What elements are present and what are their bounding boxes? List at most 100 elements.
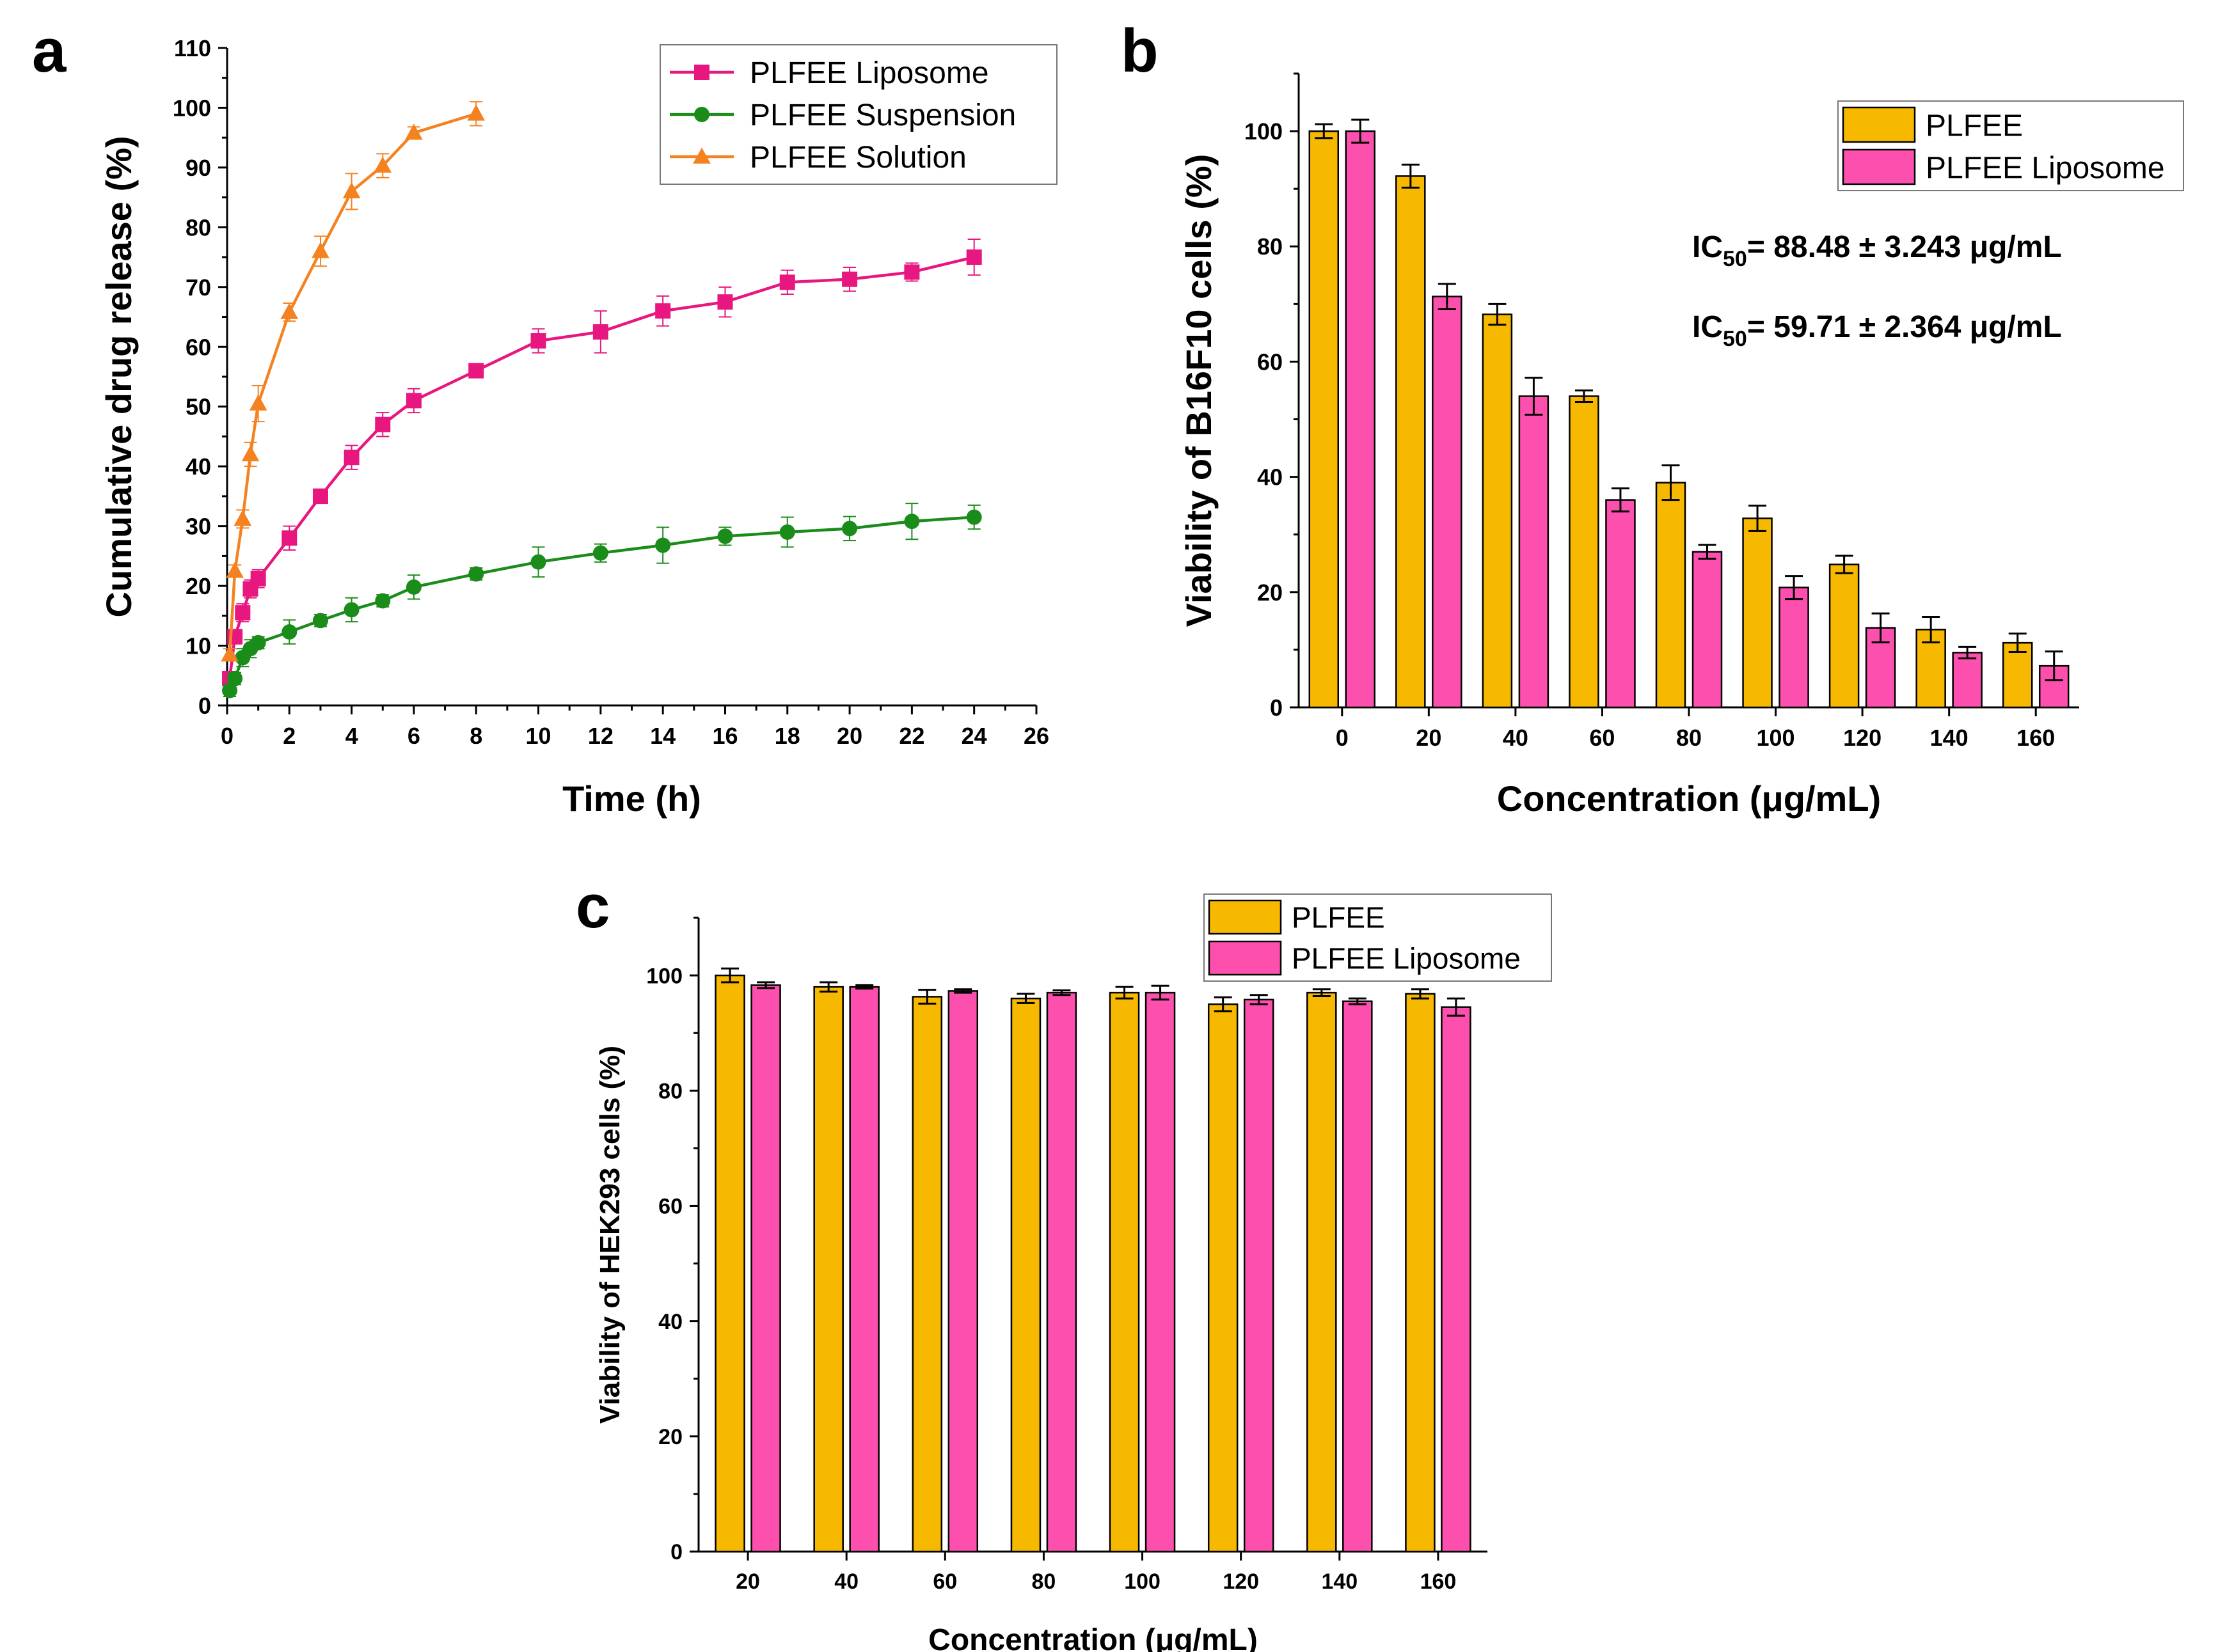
panel-a-data-point-plfee-liposome <box>779 274 795 290</box>
panel-a-x-tick-label: 2 <box>283 723 296 749</box>
panel-a-data-point-plfee-suspension <box>375 593 391 609</box>
panel-a-series-plfee-solution <box>221 101 486 662</box>
panel-b-x-tick-label: 0 <box>1336 725 1349 751</box>
panel-b-bar-plfee <box>1395 175 1426 709</box>
panel-c-bar-plfee <box>912 996 943 1553</box>
panel-a-legend-label-plfee-solution: PLFEE Solution <box>750 141 967 175</box>
panel-a-x-tick-label: 4 <box>345 723 358 749</box>
panel-c-x-tick-label: 100 <box>1124 1569 1160 1594</box>
panel-a-data-point-plfee-liposome <box>344 450 360 466</box>
panel-c-x-tick-label: 40 <box>834 1569 859 1594</box>
panel-b-legend-items: PLFEE PLFEE Liposome <box>1842 106 2165 185</box>
panel-c-bar-plfee <box>1010 997 1042 1553</box>
panel-a-data-point-plfee-liposome <box>592 324 608 340</box>
panel-b-legend: PLFEE PLFEE Liposome <box>1837 100 2184 191</box>
panel-c-y-tick-label: 60 <box>658 1195 683 1219</box>
panel-b-y-tick-label: 40 <box>1257 464 1283 491</box>
panel-c-bar-plfee-liposome <box>947 990 979 1553</box>
panel-a-legend-label-plfee-suspension: PLFEE Suspension <box>750 98 1016 132</box>
panel-a-legend-items: PLFEE Liposome PLFEE Suspension PLFEE Solu… <box>670 56 1016 175</box>
panel-a-x-tick-label: 14 <box>650 723 676 749</box>
panel-c: c 0 20 40 60 80 100 20 40 60 80 100 120 140 160 Conce… <box>576 872 1552 1652</box>
panel-b-x-tick-label: 140 <box>1930 725 1968 751</box>
panel-b-legend-label-plfee: PLFEE <box>1926 109 2023 143</box>
panel-b-axes: 0 20 40 60 80 100 0 20 40 60 80 100 120 140 160 <box>1244 72 2079 751</box>
panel-b-bar-plfee <box>1742 517 1773 709</box>
panel-c-y-tick-label: 40 <box>658 1310 683 1334</box>
panel-a-legend: PLFEE Liposome PLFEE Suspension PLFEE Solu… <box>660 44 1058 185</box>
panel-a-data-point-plfee-suspension <box>344 602 360 618</box>
panel-b-y-tick-label: 20 <box>1257 579 1283 606</box>
panel-a-data-point-plfee-liposome <box>904 264 920 280</box>
panel-a-y-tick-label: 30 <box>186 514 211 540</box>
panel-a-legend-marker-plfee-liposome <box>694 65 709 80</box>
ic50-plfee-annotation: IC50= 88.48 ± 3.243 μg/mL <box>1692 230 2062 271</box>
panel-a-plot-area <box>221 101 982 698</box>
panel-a-data-point-plfee-solution <box>280 303 299 319</box>
panel-a-data-point-plfee-suspension <box>312 613 328 629</box>
panel-a-data-point-plfee-suspension <box>966 509 982 525</box>
panel-c-y-tick-label: 20 <box>658 1425 683 1449</box>
panel-c-x-tick-label: 80 <box>1032 1569 1056 1594</box>
panel-a-series-plfee-suspension <box>222 503 982 698</box>
panel-b-x-tick-label: 80 <box>1676 725 1702 751</box>
ic50-liposome-subscript: 50 <box>1723 327 1747 351</box>
panel-b-x-tick-label: 60 <box>1589 725 1615 751</box>
panel-a-x-tick-label: 24 <box>962 723 987 749</box>
panel-a-data-point-plfee-liposome <box>717 294 733 310</box>
panel-a-data-point-plfee-suspension <box>842 521 858 537</box>
panel-c-label: c <box>576 872 610 941</box>
panel-a-y-tick-label: 20 <box>186 573 211 599</box>
panel-a-y-tick-label: 70 <box>186 274 211 301</box>
panel-a-data-point-plfee-solution <box>249 394 267 411</box>
panel-c-y-axis-label: Viability of HEK293 cells (%) <box>594 1046 626 1424</box>
panel-a-data-point-plfee-solution <box>234 510 252 526</box>
ic50-plfee-prefix: IC <box>1692 230 1723 264</box>
panel-c-bar-plfee <box>1109 991 1140 1553</box>
panel-a-x-tick-label: 12 <box>588 723 614 749</box>
panel-a-x-axis-label: Time (h) <box>562 778 701 819</box>
panel-b-y-tick-label: 60 <box>1257 349 1283 375</box>
panel-a-data-point-plfee-suspension <box>468 566 484 582</box>
panel-b-bar-plfee <box>1828 563 1860 709</box>
panel-a-data-point-plfee-liposome <box>530 333 546 349</box>
panel-c-legend-label-plfee: PLFEE <box>1292 901 1385 934</box>
panel-a-data-point-plfee-solution <box>221 645 239 662</box>
panel-b-x-tick-label: 100 <box>1757 725 1795 751</box>
panel-c-legend-swatch-plfee-liposome <box>1208 940 1282 976</box>
panel-a-series-plfee-liposome <box>222 239 982 686</box>
panel-c-bar-plfee-liposome <box>1145 991 1176 1553</box>
panel-b-bar-plfee-liposome <box>1518 395 1549 709</box>
panel-a-data-point-plfee-suspension <box>655 537 671 553</box>
panel-a-y-axis-label: Cumulative drug release (%) <box>99 136 139 617</box>
panel-a-data-point-plfee-solution <box>405 123 423 140</box>
panel-a-data-point-plfee-solution <box>467 104 486 121</box>
panel-a-data-point-plfee-suspension <box>227 670 243 686</box>
panel-a-data-point-plfee-liposome <box>312 488 328 504</box>
panel-a-data-point-plfee-solution <box>342 182 361 199</box>
panel-b-bar-plfee-liposome <box>2038 665 2070 709</box>
panel-a-series-line-plfee-liposome <box>228 255 975 679</box>
panel-a: a 0 2 4 6 8 10 12 14 16 18 20 22 24 26010203040506070… <box>32 17 1058 819</box>
panel-a-data-point-plfee-liposome <box>250 570 266 586</box>
panel-a-y-tick-label: 40 <box>186 453 211 480</box>
panel-b-bar-plfee-liposome <box>1345 130 1376 709</box>
panel-b-x-tick-label: 160 <box>2016 725 2055 751</box>
panel-a-y-tick-label: 0 <box>198 693 211 719</box>
panel-b-y-tick-label: 0 <box>1270 695 1283 721</box>
panel-b-plot-area <box>1308 118 2070 709</box>
panel-b-bar-plfee <box>1482 313 1513 709</box>
panel-a-y-tick-label: 60 <box>186 334 211 360</box>
panel-b-bar-plfee <box>1655 482 1686 709</box>
panel-b: b 0 20 40 60 80 100 0 20 40 60 80 100 120 140 160 Conc… <box>1121 17 2184 819</box>
panel-c-y-tick-label: 0 <box>670 1540 683 1564</box>
panel-a-data-point-plfee-liposome <box>655 303 671 319</box>
panel-c-bar-plfee-liposome <box>1046 991 1077 1553</box>
panel-a-label: a <box>32 17 67 85</box>
panel-b-bar-plfee-liposome <box>1432 295 1462 709</box>
panel-a-x-tick-label: 18 <box>775 723 800 749</box>
panel-b-label: b <box>1121 17 1159 85</box>
panel-b-bar-plfee <box>2002 641 2033 709</box>
panel-c-legend-swatch-plfee <box>1208 899 1282 935</box>
panel-a-series-line-plfee-suspension <box>228 515 974 691</box>
